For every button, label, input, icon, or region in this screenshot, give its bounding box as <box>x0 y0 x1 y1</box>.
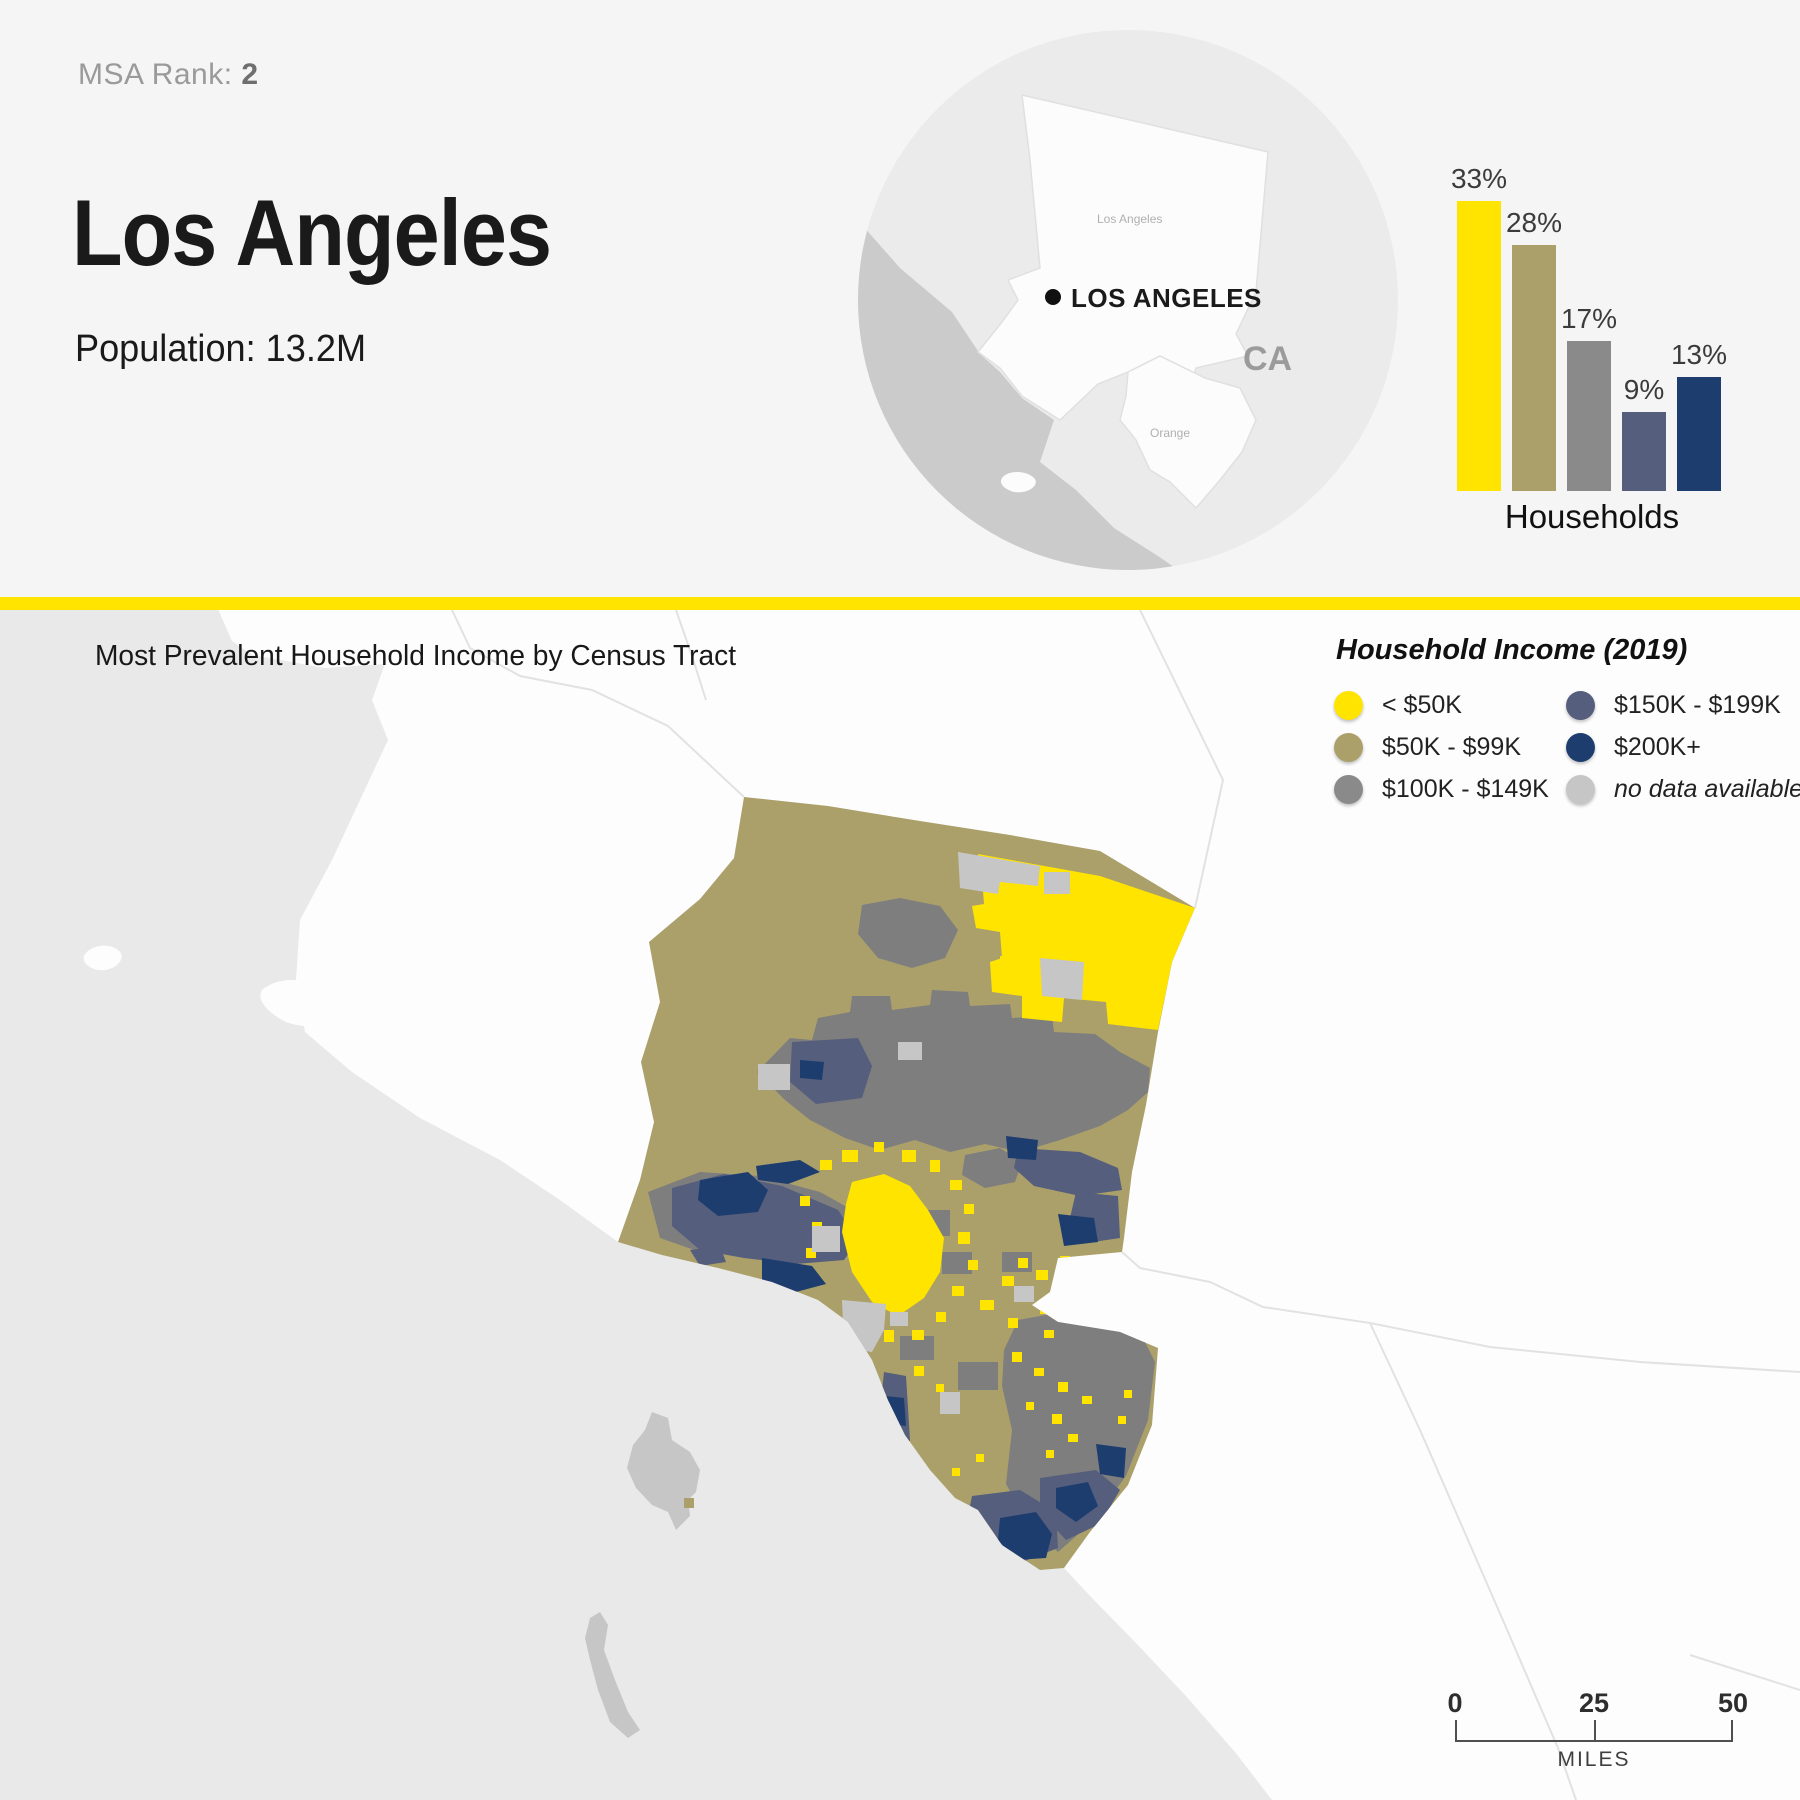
bar-$200K+: 13% <box>1671 339 1727 491</box>
tracts-200k-plus <box>698 1060 1126 1560</box>
bar-< $50K: 33% <box>1451 163 1507 491</box>
legend-item: $200K+ <box>1566 732 1800 762</box>
scale-tick-25: 25 <box>1578 1688 1610 1718</box>
legend-item: $150K - $199K <box>1566 690 1800 720</box>
legend-color-dot <box>1334 732 1363 762</box>
legend-item: < $50K <box>1334 690 1566 720</box>
legend-label: < $50K <box>1382 690 1462 719</box>
bar-value-label: 17% <box>1560 303 1618 334</box>
inset-state-label: CA <box>1243 340 1293 378</box>
map-title: Most Prevalent Household Income by Censu… <box>95 640 737 672</box>
chart-x-axis-label: Households <box>1504 498 1680 535</box>
inset-county-label-orange: Orange <box>1150 426 1191 440</box>
tracts-under-50k <box>800 854 1195 1486</box>
scale-bar: 0 25 50 MILES <box>1447 1688 1748 1772</box>
scale-bar-unit: MILES <box>1557 1748 1631 1771</box>
legend-label: no data available <box>1614 774 1800 803</box>
scale-tick-50: 50 <box>1717 1688 1749 1718</box>
scale-bar-ticks: 0 25 50 <box>1447 1688 1748 1718</box>
scale-tick-0: 0 <box>1447 1688 1463 1718</box>
bar-rect <box>1567 341 1611 491</box>
msa-rank-value: 2 <box>241 58 259 91</box>
legend-label: $50K - $99K <box>1382 732 1521 761</box>
san-clemente-island <box>585 1612 640 1738</box>
population-value: 13.2M <box>265 328 367 370</box>
bar-$150K - $199K: 9% <box>1622 374 1666 491</box>
bar-rect <box>1622 412 1666 491</box>
legend-item: no data available <box>1566 774 1800 804</box>
bar-rect <box>1457 201 1501 491</box>
page-title: Los Angeles <box>72 180 552 285</box>
legend-title: Household Income (2019) <box>1336 634 1688 666</box>
legend-color-dot <box>1566 690 1595 720</box>
legend: < $50K $50K - $99K $100K - $149K $150K - $1… <box>1334 684 1800 810</box>
yellow-divider <box>0 597 1800 610</box>
legend-item: $100K - $149K <box>1334 774 1566 804</box>
inset-county-label-la: Los Angeles <box>1097 212 1163 226</box>
legend-item: $50K - $99K <box>1334 732 1566 762</box>
legend-label: $200K+ <box>1614 732 1701 761</box>
catalina-island <box>627 1412 700 1530</box>
county-boundary-lines <box>451 609 1800 1800</box>
bar-value-label: 33% <box>1450 163 1508 194</box>
bar-rect <box>1677 377 1721 491</box>
population: Population: 13.2M <box>75 328 366 371</box>
legend-color-dot <box>1566 774 1595 804</box>
legend-color-dot <box>1566 732 1595 762</box>
la-county-tracts <box>618 797 1195 1570</box>
bar-$50K - $99K: 28% <box>1506 207 1562 491</box>
bar-value-label: 13% <box>1670 339 1728 370</box>
legend-label: $100K - $149K <box>1382 774 1549 803</box>
bar-value-label: 9% <box>1623 374 1665 405</box>
channel-islands <box>83 945 551 1031</box>
msa-rank: MSA Rank: 2 <box>78 58 259 92</box>
scale-bar-line <box>1455 1720 1733 1742</box>
legend-color-dot <box>1334 774 1363 804</box>
bar-rect <box>1512 245 1556 491</box>
inset-city-label: LOS ANGELES <box>1071 283 1262 313</box>
legend-color-dot <box>1334 690 1363 720</box>
msa-rank-label: MSA Rank: <box>78 58 233 91</box>
legend-label: $150K - $199K <box>1614 690 1781 719</box>
pacific-ocean <box>0 609 1272 1800</box>
population-label: Population: <box>75 328 256 370</box>
city-marker-dot <box>1045 289 1061 305</box>
bar-value-label: 28% <box>1505 207 1563 238</box>
household-bar-chart: 33% 28% 17% 9% 13% <box>1451 160 1727 491</box>
bar-$100K - $149K: 17% <box>1561 303 1617 491</box>
